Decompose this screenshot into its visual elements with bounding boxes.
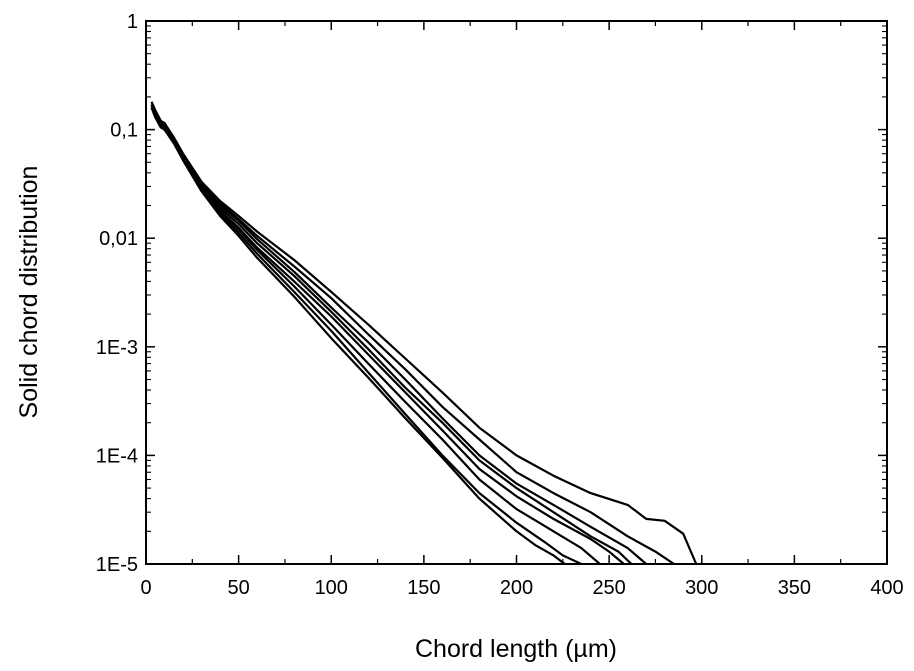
x-tick-label: 350 [778, 577, 811, 599]
x-tick-label: 0 [140, 577, 151, 599]
series-layer [150, 101, 698, 565]
y-tick-label: 1E-3 [96, 337, 138, 359]
series-line-7 [150, 104, 582, 565]
x-tick-label: 200 [500, 577, 533, 599]
x-tick-label: 150 [407, 577, 440, 599]
y-axis-title: Solid chord distribution [15, 166, 43, 419]
x-tick-label: 250 [592, 577, 625, 599]
y-tick-label: 0,1 [110, 120, 138, 142]
x-tick-label: 300 [685, 577, 718, 599]
series-line-3 [150, 107, 647, 565]
y-tick-label: 1E-5 [96, 554, 138, 576]
y-tick-label: 1E-4 [96, 445, 138, 467]
y-tick-label: 1 [127, 11, 138, 33]
y-tick-label: 0,01 [99, 228, 138, 250]
tick-layer: 0 50 100 150 200 250 300 350 400 1 0,1 0,01 1E-3 1E-4… [96, 11, 904, 599]
x-tick-label: 400 [870, 577, 903, 599]
x-tick-label: 100 [315, 577, 348, 599]
series-line-6 [150, 101, 601, 565]
series-line-8 [150, 107, 566, 565]
series-line-5 [150, 107, 625, 565]
series-line-1 [150, 101, 698, 565]
x-axis-title: Chord length (µm) [415, 635, 617, 663]
x-tick-label: 50 [228, 577, 250, 599]
